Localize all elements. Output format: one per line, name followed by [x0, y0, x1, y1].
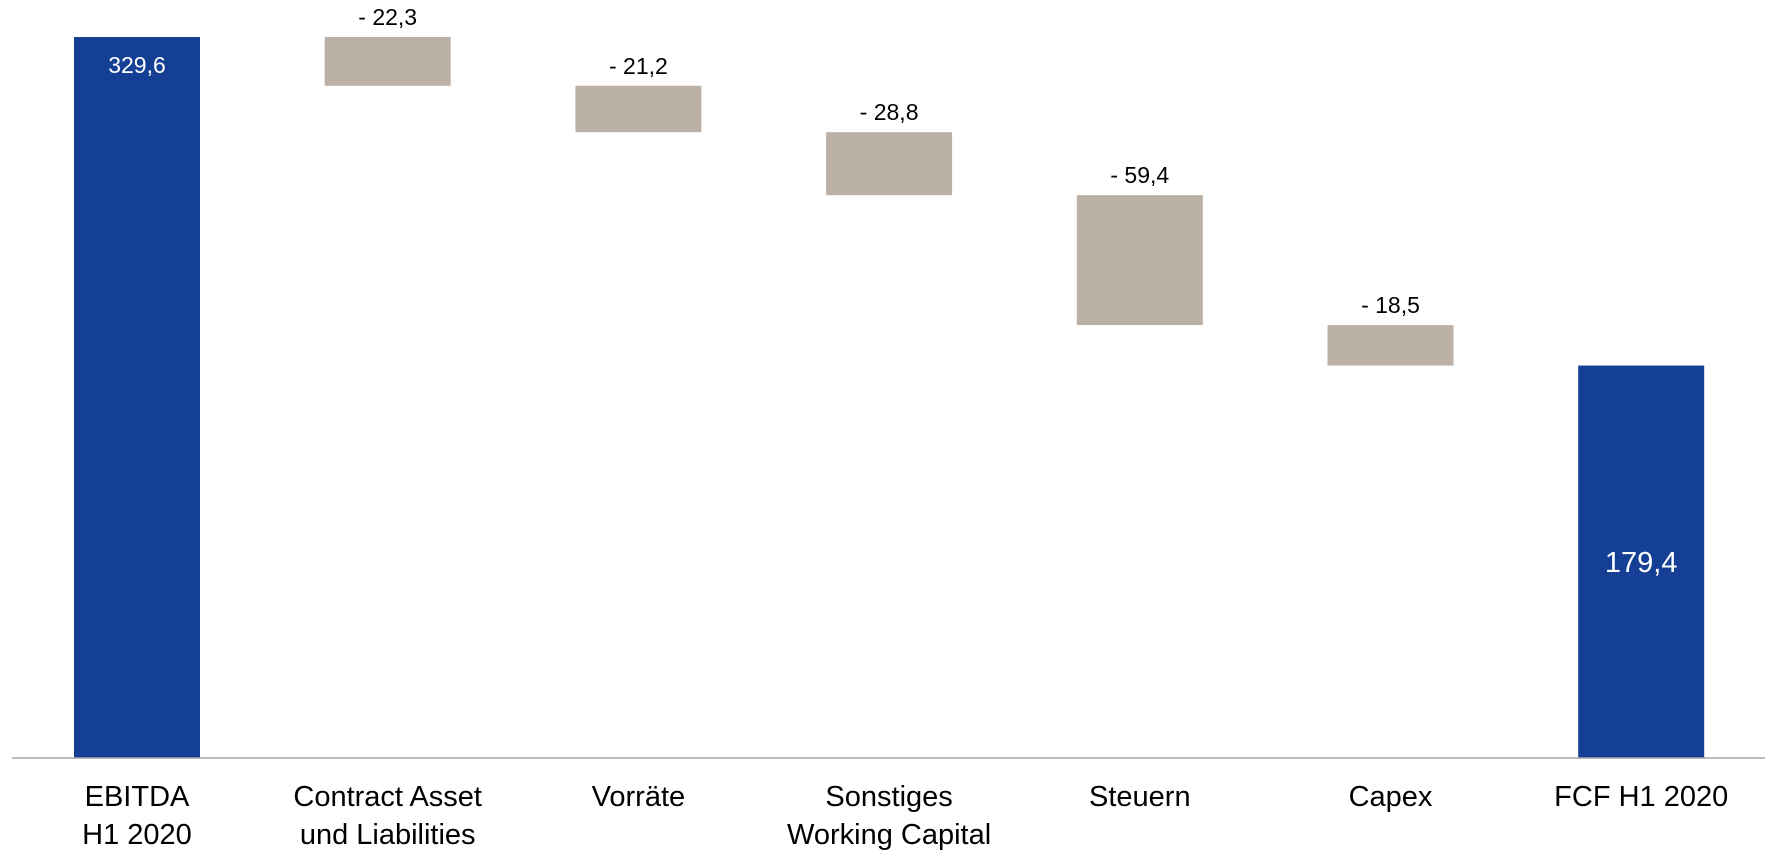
bars-layer [74, 37, 1705, 758]
category-label-6: FCF H1 2020 [1554, 781, 1728, 813]
value-label-0: 329,6 [108, 52, 166, 78]
category-label-0-line-1: H1 2020 [82, 819, 192, 850]
category-label-0: EBITDA H1 2020 [82, 781, 192, 850]
value-label-5: - 18,5 [1361, 292, 1420, 318]
value-label-4: - 59,4 [1110, 162, 1169, 188]
value-label-3: - 28,8 [860, 99, 919, 125]
delta-bar-3 [826, 132, 953, 196]
category-label-4: Steuern [1089, 781, 1191, 813]
value-label-2: - 21,2 [609, 53, 668, 79]
category-label-4-line-0: Steuern [1089, 781, 1191, 813]
category-label-3: Sonstiges Working Capital [787, 781, 991, 850]
delta-bar-4 [1076, 195, 1203, 326]
category-label-1: Contract Asset und Liabilities [293, 781, 482, 850]
category-label-3-line-0: Sonstiges [825, 781, 952, 813]
category-label-3-line-1: Working Capital [787, 819, 991, 850]
category-label-0-line-0: EBITDA [85, 781, 190, 813]
value-label-1: - 22,3 [358, 4, 417, 30]
delta-bar-2 [575, 85, 702, 133]
value-label-6: 179,4 [1605, 547, 1678, 579]
total-bar-6 [1578, 365, 1705, 758]
category-label-5: Capex [1349, 781, 1433, 813]
category-label-6-line-0: FCF H1 2020 [1554, 781, 1728, 813]
category-label-1-line-0: Contract Asset [293, 781, 482, 813]
total-bar-0 [74, 37, 200, 758]
value-labels-layer: 329,6 - 22,3 - 21,2 - 28,8 - 59,4 - 18,5 179,4 [108, 4, 1677, 579]
delta-bar-1 [324, 37, 451, 86]
category-label-2: Vorräte [592, 781, 686, 813]
category-label-1-line-1: und Liabilities [300, 819, 476, 850]
category-labels-layer: EBITDA H1 2020 Contract Asset und Liabiliti… [82, 781, 1728, 850]
delta-bar-5 [1327, 325, 1454, 366]
category-label-5-line-0: Capex [1349, 781, 1433, 813]
category-label-2-line-0: Vorräte [592, 781, 686, 813]
